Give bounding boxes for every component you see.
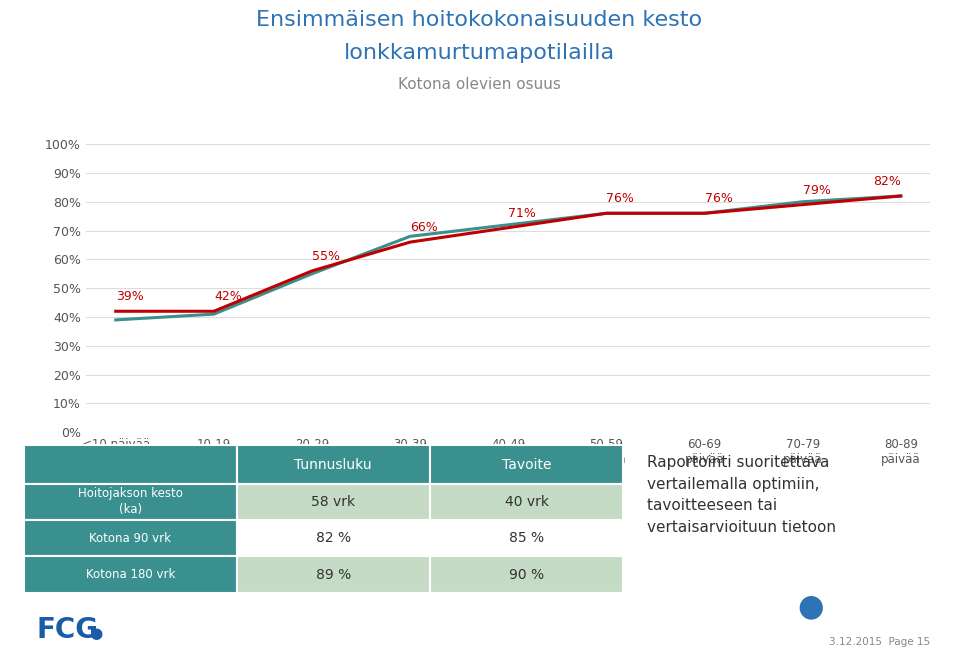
Text: Tavoite: Tavoite (502, 458, 551, 472)
Text: 79%: 79% (803, 183, 830, 196)
FancyBboxPatch shape (24, 483, 237, 520)
Text: Tunnusluku: Tunnusluku (294, 458, 372, 472)
Text: 89 %: 89 % (316, 568, 351, 582)
Text: 85 %: 85 % (509, 531, 544, 545)
Text: ●: ● (797, 593, 824, 622)
Text: Kotona 180 vrk: Kotona 180 vrk (85, 568, 175, 581)
FancyBboxPatch shape (430, 483, 623, 520)
Text: Päivää leikkauksesta: Päivää leikkauksesta (439, 507, 577, 520)
FancyBboxPatch shape (24, 445, 237, 483)
Text: FCG: FCG (36, 616, 99, 644)
Text: 82%: 82% (873, 175, 901, 188)
FancyBboxPatch shape (430, 520, 623, 557)
FancyBboxPatch shape (24, 557, 237, 593)
Text: lonkkamurtumapotilailla: lonkkamurtumapotilailla (344, 43, 615, 63)
Text: Kotona olevien osuus: Kotona olevien osuus (398, 77, 561, 92)
FancyBboxPatch shape (237, 557, 430, 593)
FancyBboxPatch shape (237, 445, 430, 483)
FancyBboxPatch shape (430, 445, 623, 483)
Text: 55%: 55% (312, 250, 340, 263)
FancyBboxPatch shape (237, 520, 430, 557)
Text: 76%: 76% (606, 192, 634, 205)
Text: Hoitojakson kesto
(ka): Hoitojakson kesto (ka) (78, 487, 183, 516)
Text: Ensimmäisen hoitokokonaisuuden kesto: Ensimmäisen hoitokokonaisuuden kesto (256, 10, 703, 30)
Text: 71%: 71% (508, 206, 536, 219)
Text: 42%: 42% (214, 290, 242, 303)
Text: 3.12.2015  Page 15: 3.12.2015 Page 15 (830, 637, 930, 647)
Text: 66%: 66% (410, 221, 438, 234)
FancyBboxPatch shape (237, 483, 430, 520)
Text: 40 vrk: 40 vrk (504, 495, 549, 509)
Text: ●: ● (89, 626, 103, 641)
Text: 90 %: 90 % (509, 568, 544, 582)
Text: 39%: 39% (116, 290, 144, 303)
Text: 82 %: 82 % (316, 531, 351, 545)
Text: Raportointi suoritettava
vertailemalla optimiin,
tavoitteeseen tai
vertaisarvioi: Raportointi suoritettava vertailemalla o… (647, 455, 836, 535)
FancyBboxPatch shape (24, 520, 237, 557)
Text: 58 vrk: 58 vrk (311, 495, 356, 509)
Text: 76%: 76% (705, 192, 733, 205)
Text: Kotona 90 vrk: Kotona 90 vrk (89, 532, 172, 545)
FancyBboxPatch shape (430, 557, 623, 593)
